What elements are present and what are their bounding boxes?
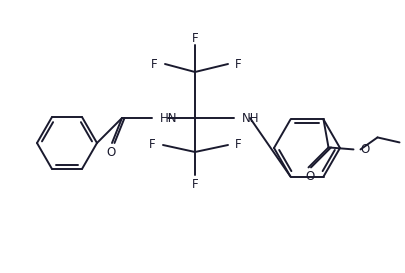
- Text: F: F: [192, 177, 198, 191]
- Text: F: F: [151, 58, 158, 70]
- Text: O: O: [107, 147, 115, 159]
- Text: NH: NH: [242, 111, 260, 124]
- Text: F: F: [235, 58, 242, 70]
- Text: O: O: [305, 170, 314, 183]
- Text: F: F: [149, 138, 156, 152]
- Text: HN: HN: [160, 111, 177, 124]
- Text: F: F: [192, 31, 198, 44]
- Text: F: F: [235, 138, 242, 152]
- Text: O: O: [360, 143, 370, 156]
